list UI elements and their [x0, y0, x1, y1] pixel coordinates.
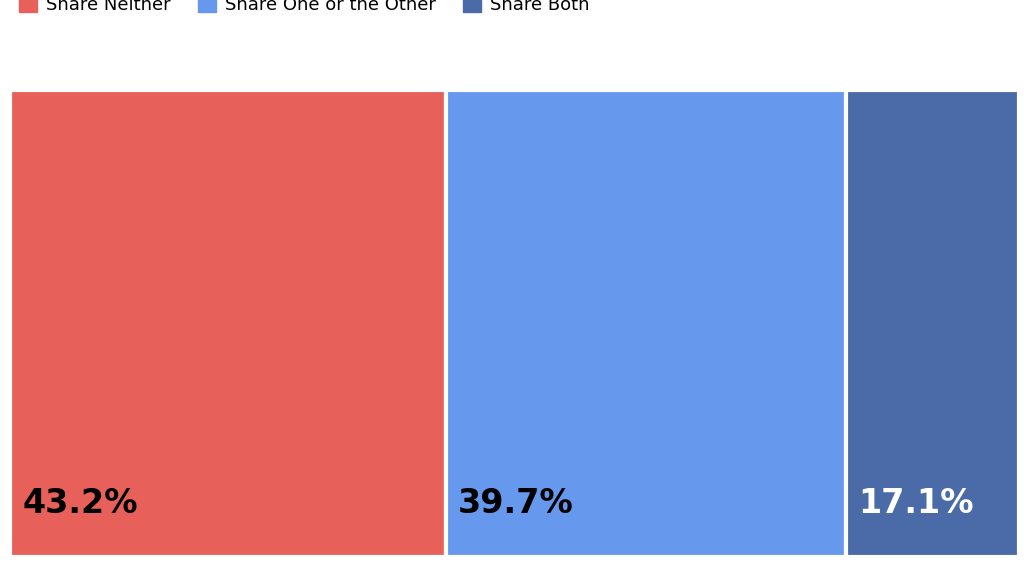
Text: 39.7%: 39.7%	[458, 487, 573, 520]
Bar	[847, 90, 1019, 557]
Legend: Share Neither, Share One or the Other, Share Both: Share Neither, Share One or the Other, S…	[19, 0, 590, 14]
Text: 43.2%: 43.2%	[23, 487, 138, 520]
Bar	[446, 90, 847, 557]
Bar	[10, 90, 446, 557]
Text: 17.1%: 17.1%	[858, 487, 974, 520]
